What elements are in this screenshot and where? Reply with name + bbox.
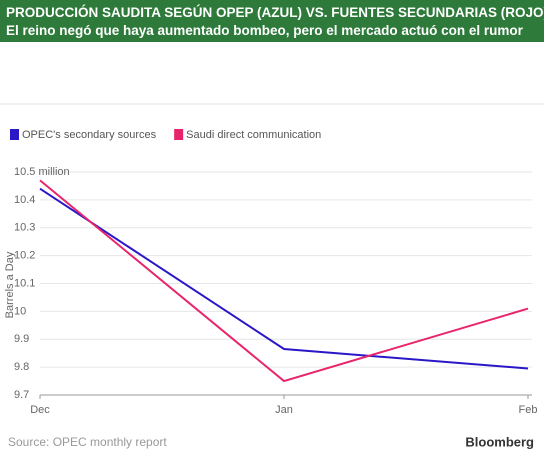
y-tick-label: 10.3 — [14, 222, 35, 234]
y-tick-label: 9.9 — [14, 333, 29, 345]
brand: Bloomberg — [465, 434, 534, 449]
chart: Barrels a Day Source: OPEC monthly repor… — [0, 103, 544, 449]
title: PRODUCCIÓN SAUDITA SEGÚN OPEP (AZUL) VS.… — [6, 5, 544, 20]
series-line — [39, 179, 529, 383]
y-tick-label: 9.7 — [14, 389, 29, 401]
x-tick-label: Feb — [519, 404, 538, 416]
legend-swatch — [174, 129, 184, 140]
series-line — [39, 187, 529, 370]
legend-label: Saudi direct communication — [186, 129, 321, 141]
legend-label: OPEC's secondary sources — [22, 129, 157, 141]
x-tick-label: Jan — [275, 404, 293, 416]
y-tick-label: 10.5 million — [14, 166, 70, 178]
subtitle: El reino negó que haya aumentado bombeo,… — [6, 23, 523, 38]
legend-swatch — [10, 129, 19, 140]
source: Source: OPEC monthly report — [8, 435, 167, 449]
y-tick-label: 10.1 — [14, 277, 35, 289]
y-axis-label: Barrels a Day — [4, 251, 16, 318]
x-tick-label: Dec — [30, 404, 50, 416]
header: PRODUCCIÓN SAUDITA SEGÚN OPEP (AZUL) VS.… — [0, 0, 544, 42]
y-tick-label: 10 — [14, 305, 26, 317]
y-tick-label: 10.2 — [14, 250, 35, 262]
y-tick-label: 10.4 — [14, 194, 35, 206]
y-tick-label: 9.8 — [14, 361, 29, 373]
